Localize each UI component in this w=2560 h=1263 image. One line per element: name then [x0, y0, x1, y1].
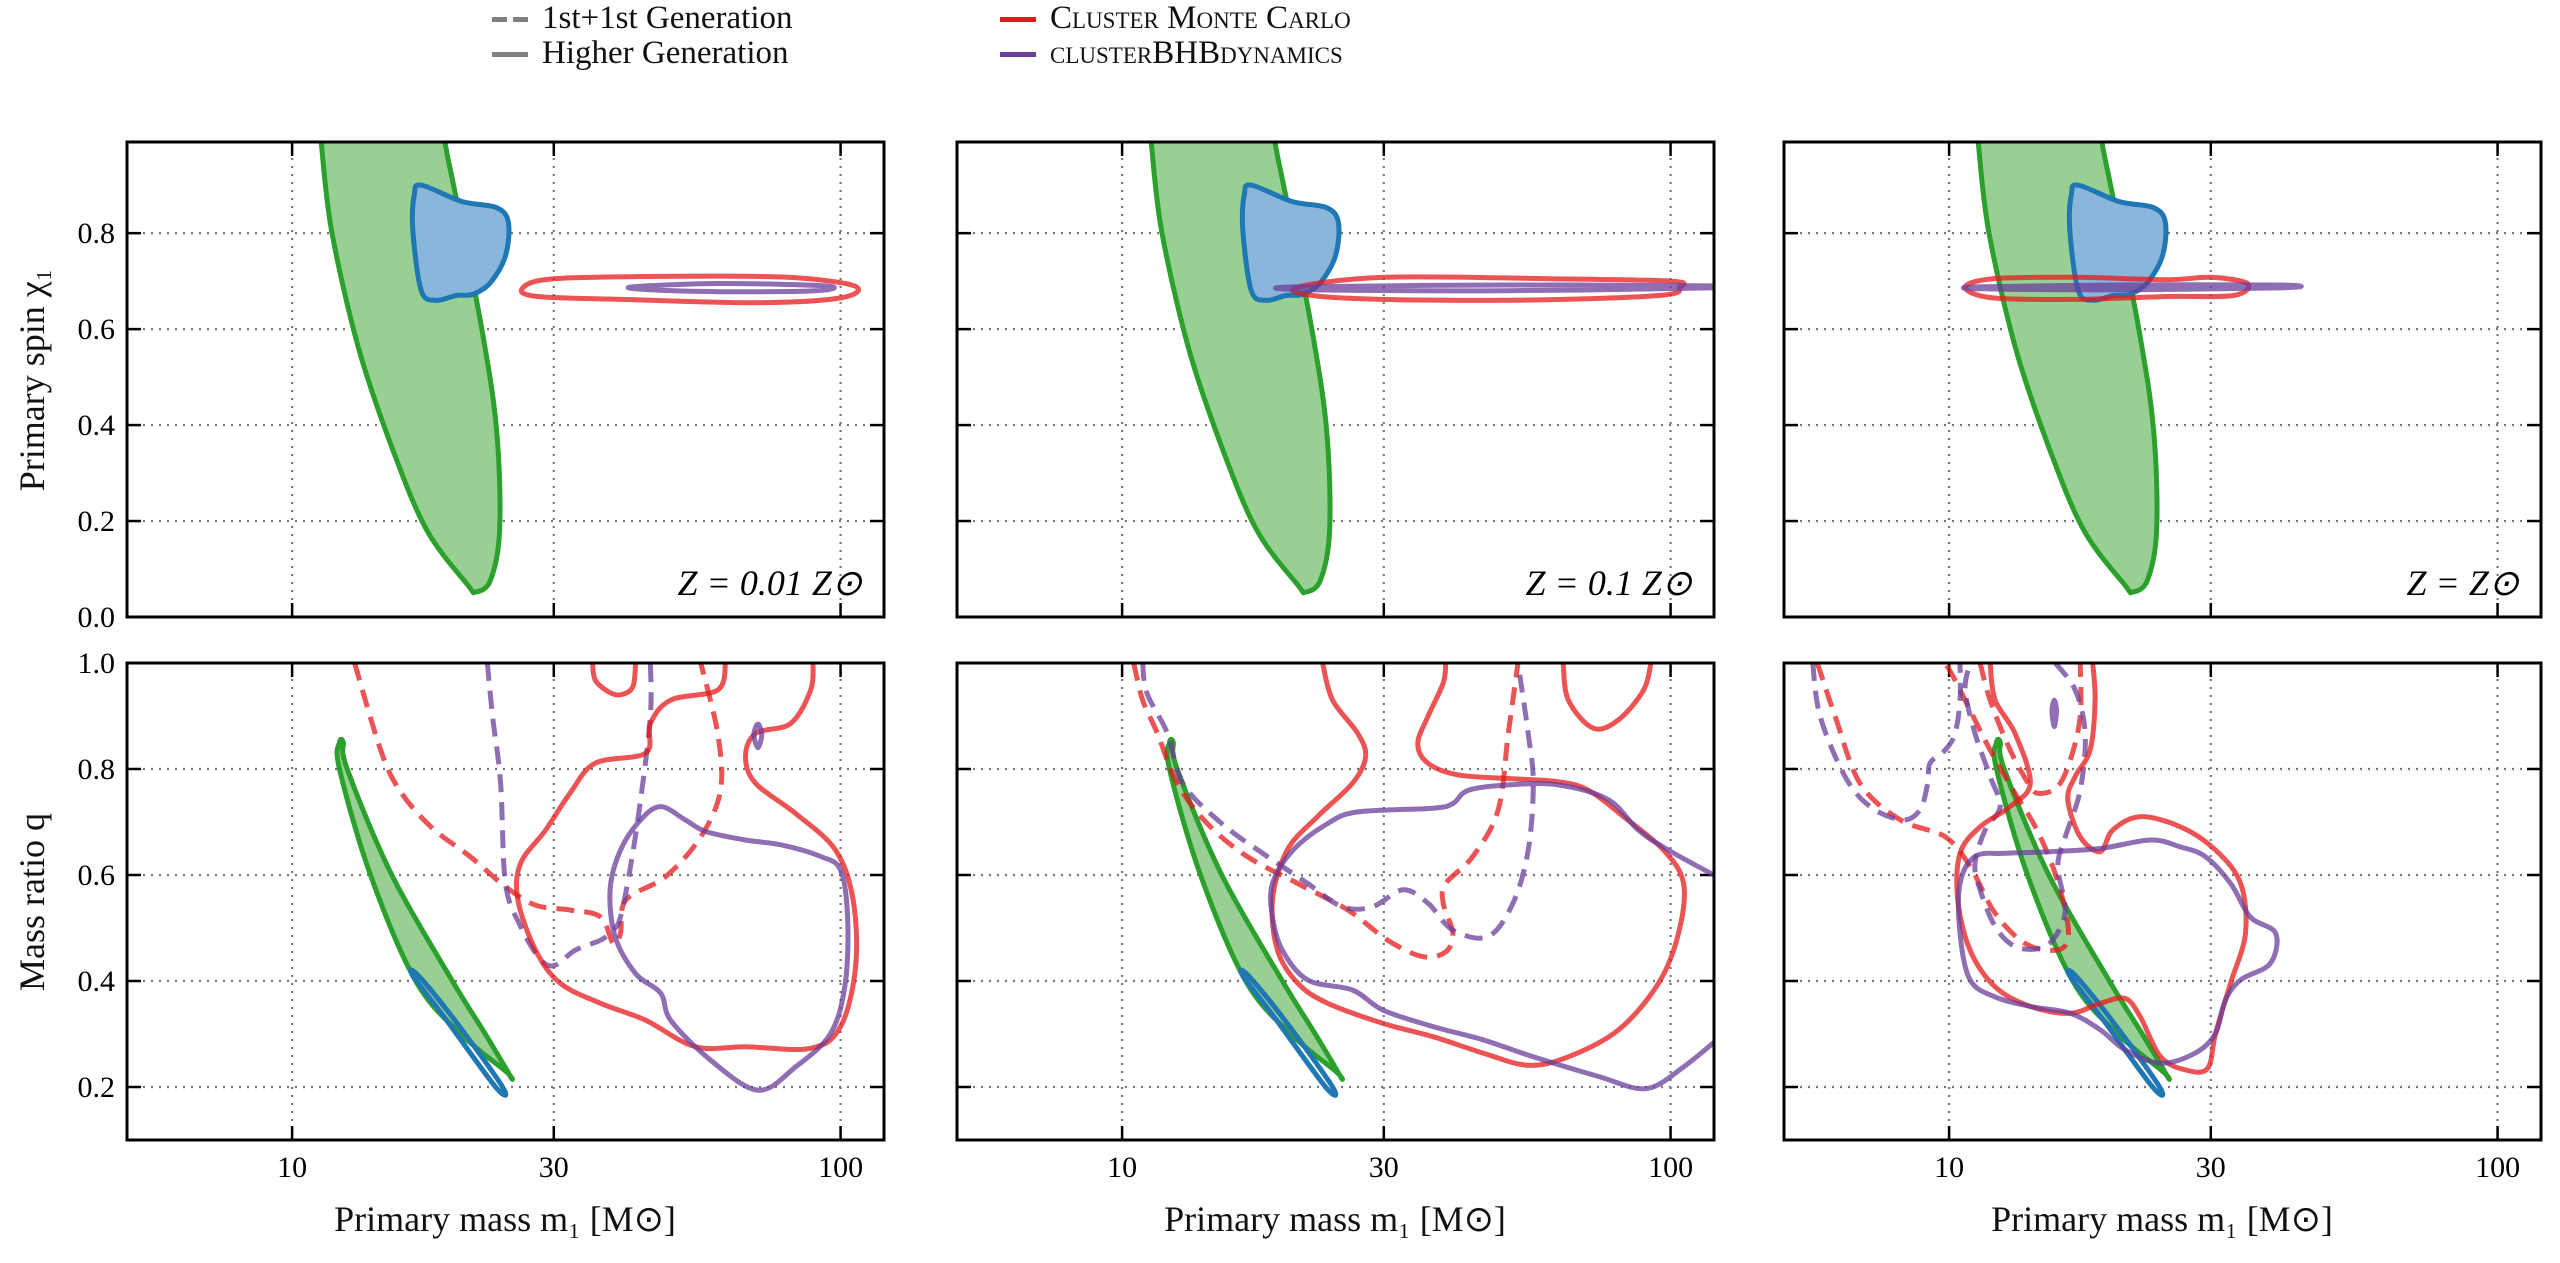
axes-frame [125, 140, 886, 619]
x-axis-label-2: Primary mass m₁ [M⊙] [1164, 1199, 1506, 1239]
axes-frame [955, 140, 1716, 619]
blue-contour [2066, 182, 2169, 303]
legend-label-bhb: clusterBHBdynamics [1050, 35, 1343, 71]
contours [318, 142, 861, 596]
legend-bhb-line [1000, 52, 1036, 57]
green-contour [1148, 142, 1333, 596]
axes-frame [1782, 140, 2543, 619]
bhb-first-gen-contour [1810, 663, 1963, 823]
bhb-higher-gen-contour [1273, 282, 1714, 294]
bhb-first-gen-contour [484, 663, 654, 969]
bhb-higher-gen-contour [1961, 282, 2304, 293]
x-tick-label: 30 [2196, 1151, 2226, 1184]
blue-contour [408, 967, 509, 1098]
y-axis-label-mass-ratio: Mass ratio q [12, 813, 52, 991]
x-tick-label: 10 [1934, 1151, 1964, 1184]
y-axis-label-spin: Primary spin χ₁ [12, 268, 52, 492]
blue-contour [409, 182, 512, 303]
x-tick-label: 100 [1648, 1151, 1693, 1184]
cmc-higher-gen-contour [1560, 663, 1654, 732]
blue-contour [1238, 967, 1339, 1098]
panel-r2-c1: 10 30 100 0.2 0.4 0.6 0.8 1.0 [78, 647, 886, 1184]
x-tick-label: 30 [539, 1151, 569, 1184]
panel-r1-c1: 0.0 0.2 0.4 0.6 0.8 Z = 0.01 Z⊙ [78, 140, 886, 634]
cmc-higher-gen-contour [590, 663, 639, 698]
y-tick-label: 0.6 [78, 313, 116, 346]
green-contour [1975, 142, 2160, 596]
cmc-higher-gen-contour [513, 663, 860, 1053]
green-contour [1991, 736, 2172, 1082]
legend-dashed-line [492, 17, 528, 22]
bhb-higher-gen-contour [1955, 837, 2280, 1066]
y-tick-label: 0.4 [78, 965, 116, 998]
green-contour [318, 142, 503, 596]
x-axis-label-3: Primary mass m₁ [M⊙] [1991, 1199, 2333, 1239]
y-tick-label: 0.4 [78, 409, 116, 442]
y-tick-label: 0.2 [78, 505, 116, 538]
bhb-higher-gen-contour [1268, 781, 1714, 1092]
cmc-first-gen-contour [352, 663, 725, 947]
x-tick-label: 10 [277, 1151, 307, 1184]
y-tick-label: 0.2 [78, 1071, 116, 1104]
metallicity-annotation: Z = 0.1 Z⊙ [1526, 563, 1693, 603]
axes-frame [1782, 661, 2543, 1142]
legend-solid-line [492, 52, 528, 57]
x-tick-label: 100 [2475, 1151, 2520, 1184]
cmc-higher-gen-contour [1954, 663, 2249, 1075]
legend-cmc-line [1000, 17, 1036, 22]
panel-r2-c2: 10 30 100 [955, 661, 1716, 1184]
contours [334, 663, 860, 1098]
cmc-first-gen-contour [1814, 663, 2071, 953]
contours [1148, 142, 1714, 596]
axes-frame [125, 661, 886, 1142]
metallicity-annotation: Z = 0.01 Z⊙ [678, 563, 863, 603]
bhb-higher-gen-contour [2049, 697, 2059, 730]
x-axis-label-1: Primary mass m₁ [M⊙] [334, 1199, 676, 1239]
bhb-higher-gen-contour [625, 280, 837, 295]
panel-r2-c3: 10 30 100 [1782, 661, 2543, 1184]
x-tick-label: 30 [1369, 1151, 1399, 1184]
cmc-first-gen-contour [1131, 663, 1521, 960]
legend-label-first-generation: 1st+1st Generation [542, 0, 793, 36]
contours [1131, 663, 1714, 1098]
bhb-first-gen-contour [1140, 663, 1536, 941]
axes-frame [955, 661, 1716, 1142]
cmc-higher-gen-contour [518, 273, 861, 306]
panel-r1-c3: Z = Z⊙ [1782, 140, 2543, 619]
contours [1810, 663, 2280, 1098]
bhb-higher-gen-contour [607, 804, 851, 1093]
cmc-first-gen-contour [1977, 663, 2084, 796]
blue-contour [2065, 967, 2166, 1098]
y-tick-label: 0.0 [78, 601, 116, 634]
legend-label-cmc: Cluster Monte Carlo [1050, 0, 1351, 36]
bhb-higher-gen-contour [751, 721, 765, 751]
green-contour [334, 736, 515, 1082]
x-tick-label: 10 [1107, 1151, 1137, 1184]
contours [1961, 142, 2304, 596]
legend-label-higher-generation: Higher Generation [542, 35, 789, 71]
green-contour [1164, 736, 1345, 1082]
y-tick-label: 0.8 [78, 753, 116, 786]
panel-r1-c2: Z = 0.1 Z⊙ [955, 140, 1716, 619]
cmc-higher-gen-contour [1269, 663, 1687, 1068]
y-tick-label: 0.8 [78, 217, 116, 250]
x-tick-label: 100 [818, 1151, 863, 1184]
y-tick-label: 0.6 [78, 859, 116, 892]
y-tick-label: 1.0 [78, 647, 116, 680]
metallicity-annotation: Z = Z⊙ [2407, 563, 2520, 603]
